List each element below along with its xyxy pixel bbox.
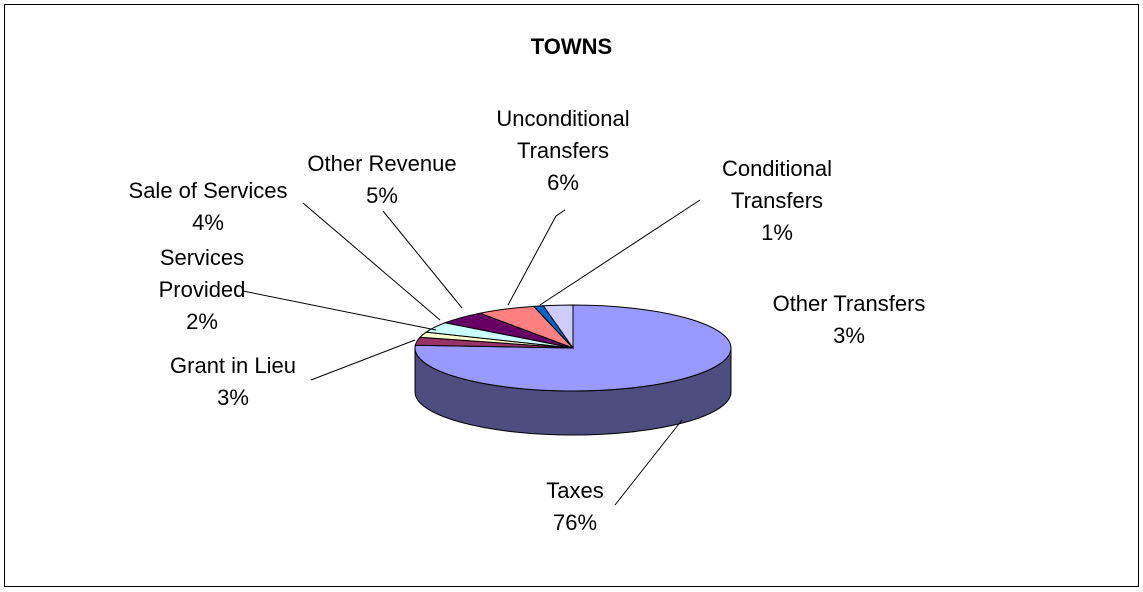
- slice-label: Other Transfers 3%: [744, 288, 954, 352]
- slice-label-name: Conditional Transfers: [721, 156, 833, 213]
- slice-label-name: Other Transfers: [772, 291, 926, 316]
- slice-label: Grant in Lieu 3%: [133, 350, 333, 414]
- slice-label-value: 5%: [366, 183, 398, 208]
- slice-label-name: Services Provided: [158, 245, 246, 302]
- slice-label-value: 3%: [217, 385, 249, 410]
- leader-line: [507, 209, 566, 306]
- slice-label-value: 4%: [192, 210, 224, 235]
- slice-label-name: Other Revenue: [307, 151, 457, 176]
- leader-line: [310, 339, 416, 381]
- leader-line: [614, 419, 683, 506]
- slice-label: Services Provided 2%: [137, 242, 267, 338]
- slice-label: Unconditional Transfers 6%: [473, 103, 653, 199]
- slice-label-name: Unconditional Transfers: [496, 106, 630, 163]
- slice-label-value: 6%: [547, 170, 579, 195]
- slice-label-value: 76%: [552, 510, 598, 535]
- slice-label-name: Sale of Services: [128, 178, 288, 203]
- slice-label: Taxes 76%: [515, 475, 635, 539]
- slice-label: Other Revenue 5%: [282, 148, 482, 212]
- slice-label-value: 3%: [833, 323, 865, 348]
- leader-line: [242, 290, 437, 331]
- slice-label-value: 1%: [761, 220, 793, 245]
- slice-label-value: 2%: [186, 309, 218, 334]
- chart-border: [4, 4, 1139, 587]
- pie-slice: [542, 304, 574, 350]
- leader-line: [302, 202, 441, 321]
- slice-label-name: Grant in Lieu: [170, 353, 296, 378]
- chart-title: TOWNS: [530, 34, 613, 59]
- slice-label: Conditional Transfers 1%: [692, 153, 862, 249]
- slice-label-name: Taxes: [546, 478, 604, 503]
- leader-line: [539, 199, 701, 306]
- leader-line: [382, 210, 463, 309]
- slice-label: Sale of Services 4%: [98, 175, 318, 239]
